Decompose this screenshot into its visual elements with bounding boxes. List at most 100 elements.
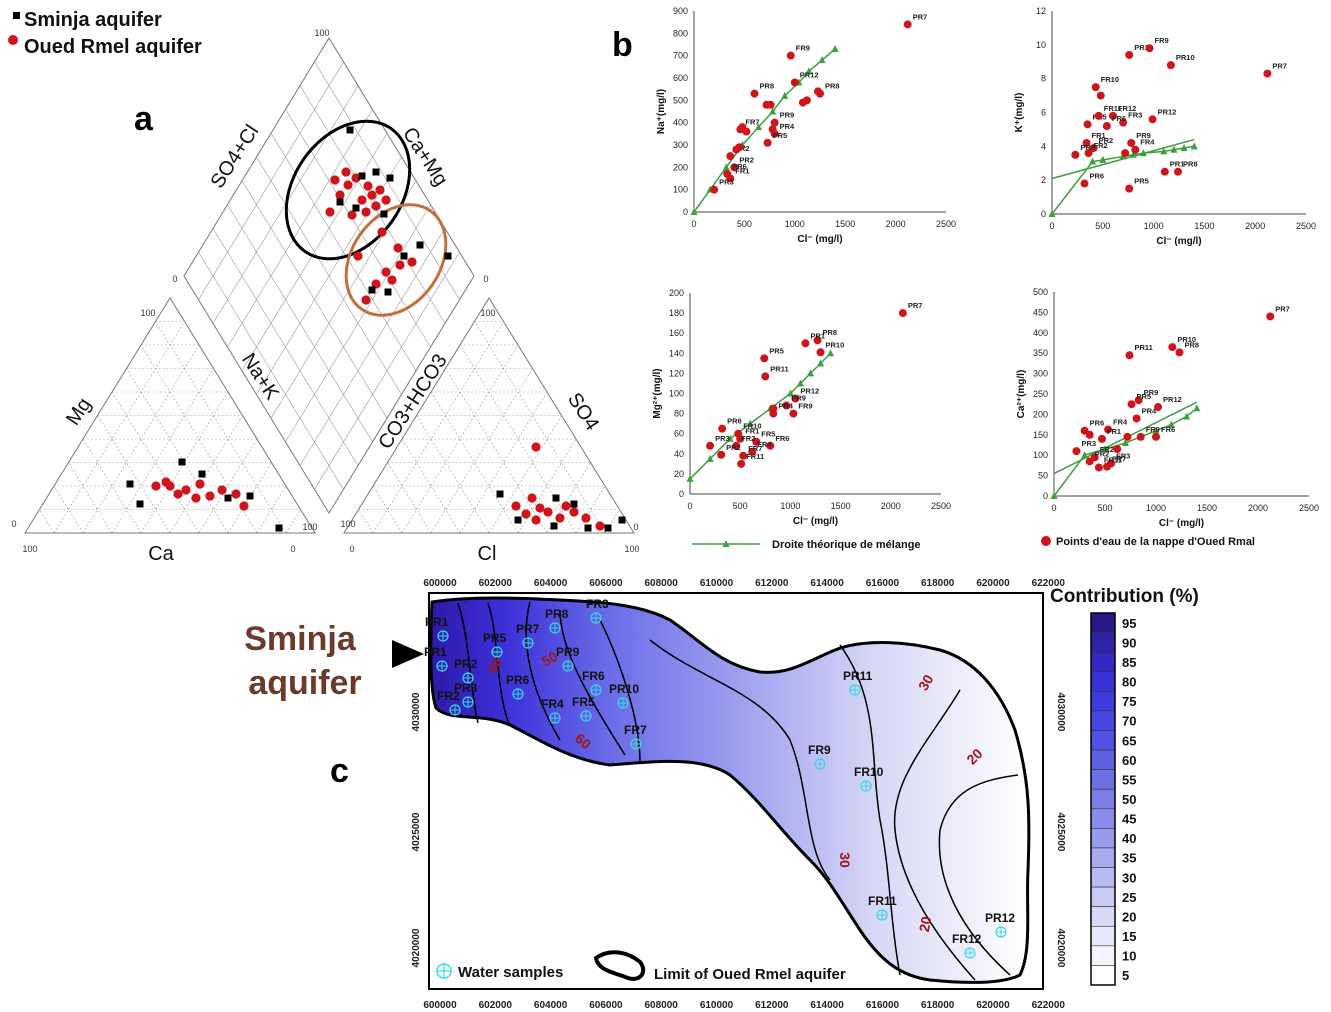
map-x-tick-bottom: 614000 — [810, 1000, 844, 1011]
piper-oued-point — [367, 190, 377, 200]
data-point-label: PR3 — [1080, 143, 1095, 152]
water-sample: PR6 — [506, 673, 530, 700]
contribution-map: c 90 50 60 30 20 30 20 600000 600000 602000 602000 6… — [244, 578, 1199, 1011]
data-point-label: PR11 — [1134, 343, 1152, 352]
data-point — [790, 78, 799, 87]
piper-oued-point — [195, 479, 205, 489]
data-point — [1094, 111, 1103, 120]
colorbar-title: Contribution (%) — [1050, 586, 1199, 607]
data-point — [726, 152, 735, 161]
colorbar-swatch — [1090, 828, 1116, 849]
data-point-label: PR3 — [719, 178, 734, 187]
piper-sminja-point — [386, 174, 394, 182]
piper-oued-point — [581, 513, 591, 523]
data-point-label: PR12 — [1158, 107, 1177, 116]
scatter-plots: b0 500 1000 1500 2000 25000100200300400500600… — [612, 6, 1319, 551]
data-point — [1125, 184, 1134, 193]
piper-oued-point — [387, 275, 397, 285]
piper-oued-point — [363, 181, 373, 191]
piper-sminja-point — [584, 524, 592, 532]
data-point-label: PR5 — [1134, 177, 1149, 186]
data-point-label: PR1 — [810, 331, 825, 340]
data-point — [813, 87, 822, 96]
piper-oued-point — [395, 260, 405, 270]
piper-oued-point — [205, 491, 215, 501]
mixing-line-marker — [755, 123, 763, 131]
piper-tick-label: 100 — [302, 522, 317, 532]
piper-diamond — [183, 37, 475, 514]
y-tick-label: 300 — [1033, 369, 1048, 379]
colorbar-swatch — [1090, 965, 1116, 986]
contour-label: 50 — [539, 648, 561, 670]
piper-oued-point — [343, 180, 353, 190]
sample-label: FR6 — [582, 669, 605, 683]
data-point-label: FR11 — [1104, 104, 1122, 113]
data-point-label: FR2 — [741, 434, 755, 443]
colorbar-swatch — [1090, 671, 1116, 692]
piper-sminja-point — [384, 288, 392, 296]
colorbar-swatch — [1090, 710, 1116, 731]
x-tick-label: 2500 — [936, 219, 956, 229]
map-x-tick-top: 618000 — [921, 578, 955, 589]
data-point-label: FR9 — [798, 402, 812, 411]
data-point-label: PR6 — [732, 162, 747, 171]
piper-left-triangle-gridline — [256, 485, 287, 534]
x-tick-label: 0 — [691, 219, 696, 229]
piper-left-triangle-gridline — [53, 321, 185, 534]
water-sample: PR1 — [425, 615, 449, 642]
data-point-label: PR7 — [908, 301, 923, 310]
data-point-label: PR7 — [1275, 304, 1290, 313]
x-tick-label: 2500 — [931, 501, 951, 511]
piper-sminja-point — [224, 494, 232, 502]
map-x-tick-top: 614000 — [810, 578, 844, 589]
y-tick-label: 140 — [669, 348, 684, 358]
data-point-label: FR11 — [746, 452, 764, 461]
piper-tick-label: 100 — [140, 308, 155, 318]
data-point — [748, 447, 757, 456]
piper-tick-label: 100 — [314, 28, 329, 38]
piper-tick-label: 0 — [483, 274, 488, 284]
data-point — [1125, 50, 1134, 59]
sample-label: PR11 — [843, 669, 873, 683]
piper-oued-point — [173, 489, 183, 499]
data-point-label: PR4 — [778, 402, 793, 411]
y-tick-label: 0 — [679, 489, 684, 499]
colorbar-swatch — [1090, 867, 1116, 888]
piper-left-triangle-gridline — [82, 438, 142, 534]
sample-label: FR4 — [541, 697, 564, 711]
contour-label: 90 — [484, 655, 506, 677]
x-tick-label: 1000 — [785, 219, 805, 229]
data-point — [1132, 414, 1141, 423]
water-sample: FR6 — [582, 669, 605, 696]
piper-sminja-point — [400, 252, 408, 260]
map-x-tick-top: 606000 — [589, 578, 623, 589]
piper-oued-point — [375, 185, 385, 195]
y-tick-label: 900 — [673, 6, 688, 16]
data-point-label: PR12 — [800, 387, 819, 396]
data-point — [782, 401, 791, 410]
water-sample: PR12 — [985, 911, 1015, 938]
map-x-tick-bottom: 600000 — [423, 1000, 457, 1011]
data-point — [1168, 343, 1177, 352]
y-tick-label: 60 — [674, 429, 684, 439]
sample-label: PR8 — [545, 607, 569, 621]
data-point — [770, 118, 779, 127]
sample-label: FR12 — [952, 932, 982, 946]
y-tick-label: 350 — [1033, 348, 1048, 358]
data-point-label: PR6 — [727, 417, 742, 426]
colorbar-swatch — [1090, 945, 1116, 966]
y-tick-label: 8 — [1041, 74, 1046, 84]
mixing-line-marker — [726, 434, 734, 442]
piper-left-triangle-gridline — [111, 368, 214, 534]
water-sample: PR5 — [483, 631, 507, 658]
piper-tick-label: 0 — [172, 274, 177, 284]
data-point-label: PR3 — [715, 434, 730, 443]
y-tick-label: 200 — [673, 162, 688, 172]
piper-sminja-point — [570, 500, 578, 508]
data-point-label: FR1 — [745, 427, 759, 436]
water-sample: PR9 — [556, 645, 580, 672]
piper-right-triangle — [343, 297, 635, 534]
data-point — [789, 409, 798, 418]
piper-tick-label: 100 — [22, 544, 37, 554]
piper-tick-label: 0 — [290, 544, 295, 554]
